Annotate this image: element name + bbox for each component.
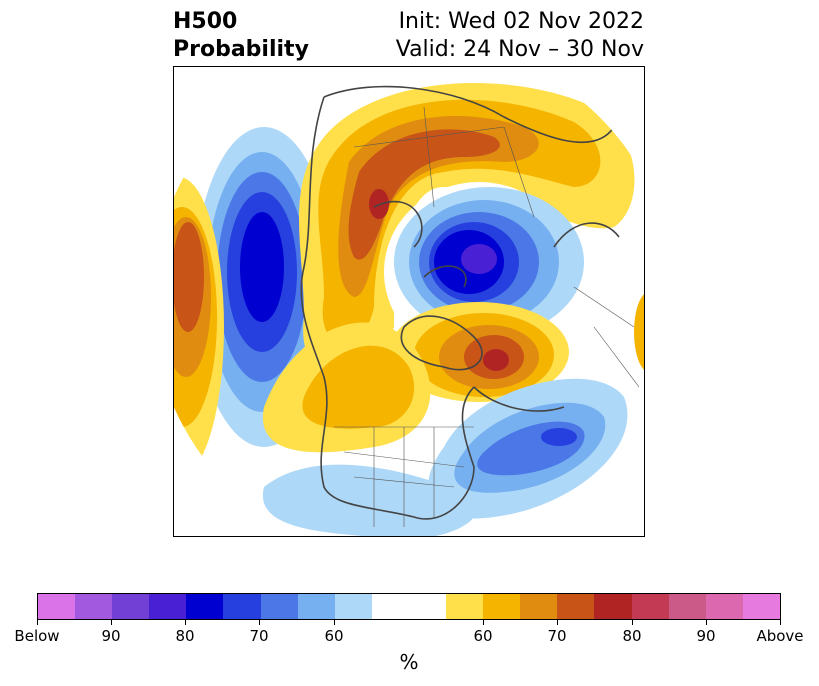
colorbar-swatch-below-80 bbox=[149, 594, 187, 619]
colorbar-swatch-above-60 bbox=[483, 594, 521, 619]
colorbar-label-above-60: 60 bbox=[473, 627, 493, 645]
colorbar-swatch-above-80 bbox=[631, 594, 669, 619]
colorbar-swatch-below-70 bbox=[223, 594, 261, 619]
title-quantity: Probability bbox=[173, 37, 309, 62]
colorbar-label-below-70: 70 bbox=[249, 627, 269, 645]
colorbar-label-below-90: 90 bbox=[101, 627, 121, 645]
colorbar-label-below-80: 80 bbox=[175, 627, 195, 645]
colorbar-label-above-70: 70 bbox=[547, 627, 567, 645]
colorbar-tick bbox=[557, 620, 558, 625]
anomaly-greenland-above bbox=[389, 302, 569, 402]
colorbar-swatch-above-90 bbox=[705, 594, 743, 619]
coastlines bbox=[300, 85, 620, 520]
anomaly-pacific-below bbox=[194, 127, 334, 447]
colorbar-tick bbox=[334, 620, 335, 625]
colorbar-tick bbox=[185, 620, 186, 625]
colorbar-label-above-90: 90 bbox=[696, 627, 716, 645]
colorbar-swatch-below-65 bbox=[260, 594, 298, 619]
title-field: H500 bbox=[173, 9, 238, 34]
colorbar-swatch-above-85 bbox=[668, 594, 706, 619]
colorbar-label-above-80: 80 bbox=[622, 627, 642, 645]
colorbar-tick bbox=[37, 620, 38, 625]
anomaly-east-asia-above bbox=[634, 292, 644, 372]
political-borders bbox=[334, 106, 640, 527]
colorbar-tick bbox=[706, 620, 707, 625]
anomaly-siberia-above bbox=[299, 83, 635, 375]
colorbar-swatch-below-60 bbox=[297, 594, 335, 619]
anomaly-west-pacific-above bbox=[174, 177, 224, 477]
anomaly-europe-below bbox=[394, 187, 584, 337]
polar-stereographic-map bbox=[173, 66, 645, 537]
colorbar-swatch-above-55 bbox=[446, 594, 484, 619]
colorbar-swatch-below-85 bbox=[112, 594, 150, 619]
colorbar-swatch-above-65 bbox=[520, 594, 558, 619]
valid-range: Valid: 24 Nov – 30 Nov bbox=[395, 37, 644, 62]
colorbar-swatch-neutral bbox=[371, 594, 447, 619]
colorbar-label-below-60: 60 bbox=[324, 627, 344, 645]
colorbar-tick bbox=[780, 620, 781, 625]
colorbar-swatch-above-100 bbox=[742, 594, 780, 619]
colorbar bbox=[37, 593, 781, 620]
colorbar-swatch-below-100 bbox=[38, 594, 76, 619]
colorbar-swatch-below-75 bbox=[186, 594, 224, 619]
colorbar-tick bbox=[111, 620, 112, 625]
colorbar-label-above: Above bbox=[756, 627, 804, 645]
map-canvas bbox=[174, 83, 644, 536]
chart-title-left: H500 Probability bbox=[173, 8, 309, 64]
anomaly-us-below bbox=[262, 464, 478, 536]
colorbar-units: % bbox=[399, 650, 419, 674]
colorbar-swatch-above-75 bbox=[594, 594, 632, 619]
colorbar-swatch-above-70 bbox=[557, 594, 595, 619]
colorbar-label-below: Below bbox=[14, 627, 60, 645]
colorbar-swatch-below-90 bbox=[75, 594, 113, 619]
anomaly-atlantic-below bbox=[428, 378, 628, 519]
colorbar-tick bbox=[259, 620, 260, 625]
colorbar-tick bbox=[483, 620, 484, 625]
colorbar-swatch-below-55 bbox=[334, 594, 372, 619]
chart-title-right: Init: Wed 02 Nov 2022 Valid: 24 Nov – 30… bbox=[396, 8, 644, 64]
init-date: Init: Wed 02 Nov 2022 bbox=[398, 9, 644, 34]
colorbar-tick bbox=[632, 620, 633, 625]
anomaly-canada-above bbox=[262, 322, 431, 453]
